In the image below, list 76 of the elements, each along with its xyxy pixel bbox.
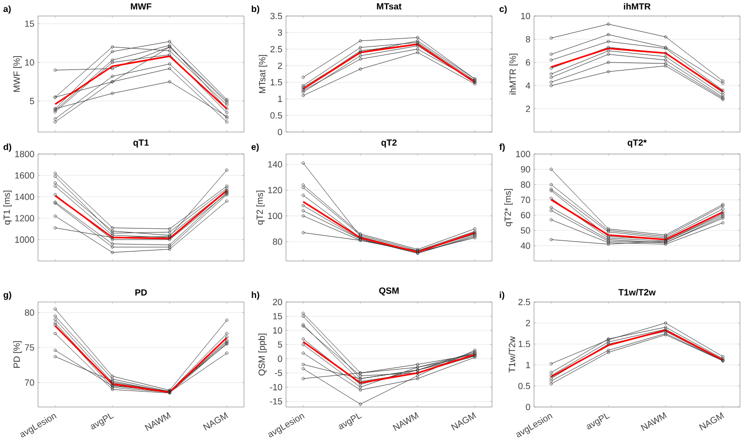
y-tick-label: 80 xyxy=(24,309,34,316)
y-tick-label: 1.5 xyxy=(270,79,282,86)
y-tick-label: 80 xyxy=(272,238,282,245)
y-tick-label: 1200 xyxy=(15,215,34,222)
y-tick-label: 50 xyxy=(520,227,530,234)
y-axis-title: qT1 [ms] xyxy=(3,190,12,225)
text: f) xyxy=(499,143,505,152)
y-tick-label: 1 xyxy=(278,96,282,102)
chart-title: QSM xyxy=(379,287,399,296)
y-tick-label: 70 xyxy=(520,196,530,204)
y-tick-label: 40 xyxy=(520,242,530,249)
y-tick-label: 2.5 xyxy=(270,46,282,52)
y-tick-label: 20 xyxy=(272,298,282,306)
y-tick-label: 1800 xyxy=(15,150,34,158)
y-axis-title: MTsat [%] xyxy=(258,54,268,93)
chart-title: qT1 xyxy=(133,139,149,148)
y-tick-label: 75 xyxy=(24,344,34,351)
y-tick-label: 70 xyxy=(24,379,34,386)
y-tick-label: 140 xyxy=(268,161,282,168)
text: b) xyxy=(252,5,260,14)
y-tick-label: 0.5 xyxy=(518,382,530,390)
chart-title: ihMTR xyxy=(624,2,651,10)
text: i) xyxy=(500,291,504,300)
y-axis-title: qT2 [ms] xyxy=(256,190,265,225)
y-tick-label: 100 xyxy=(268,212,282,220)
y-tick-label: 1.5 xyxy=(518,340,530,348)
y-tick-label: 3.5 xyxy=(270,12,282,20)
y-tick-label: 10 xyxy=(521,12,530,20)
text: e) xyxy=(252,143,259,152)
y-tick-label: 1400 xyxy=(15,194,34,200)
chart-title: PD xyxy=(135,289,147,296)
y-tick-label: 15 xyxy=(25,20,34,27)
chart-title: qT2* xyxy=(628,139,647,148)
y-tick-label: 10 xyxy=(25,59,34,66)
y-tick-label: 100 xyxy=(516,150,530,158)
y-tick-label: 8 xyxy=(526,36,530,42)
y-tick-label: 3 xyxy=(278,29,282,36)
y-axis-title: QSM [ppb] xyxy=(258,334,267,376)
y-tick-label: 2 xyxy=(526,320,530,326)
text: d) xyxy=(4,143,12,152)
text: c) xyxy=(500,5,507,14)
y-tick-label: -10 xyxy=(270,384,282,390)
y-tick-label: 2 xyxy=(278,62,282,69)
y-tick-label: -15 xyxy=(270,398,282,404)
text: h) xyxy=(252,291,260,300)
y-tick-label: 0 xyxy=(526,404,530,410)
y-tick-label: 60 xyxy=(520,212,530,218)
y-tick-label: 1600 xyxy=(15,172,34,179)
y-tick-label: 0.5 xyxy=(270,112,282,119)
y-tick-label: 5 xyxy=(278,341,282,348)
chart-title: MTsat xyxy=(376,3,402,10)
text: g) xyxy=(4,291,12,300)
y-axis-title: MWF [%] xyxy=(13,56,22,92)
y-axis-title: T1w/T2w xyxy=(508,336,516,372)
chart-title: T1w/T2w xyxy=(618,288,656,296)
y-axis-title: PD [%] xyxy=(13,341,22,368)
y-tick-label: -5 xyxy=(274,370,282,376)
chart-title: MWF xyxy=(130,3,152,10)
y-tick-label: 0 xyxy=(278,356,282,362)
y-tick-label: 80 xyxy=(520,181,530,188)
y-tick-label: 1000 xyxy=(15,236,34,243)
y-tick-label: 2.5 xyxy=(518,298,530,306)
y-tick-label: 5 xyxy=(30,98,34,104)
y-tick-label: 10 xyxy=(273,327,282,334)
chart-title: qT2 xyxy=(381,139,397,148)
y-tick-label: 2 xyxy=(526,106,530,112)
y-tick-label: 1 xyxy=(526,362,530,368)
y-tick-label: 120 xyxy=(268,186,282,194)
y-tick-label: 15 xyxy=(273,313,282,320)
y-axis-title: qT2* [ms] xyxy=(504,188,513,226)
y-tick-label: 0 xyxy=(278,128,282,136)
y-axis-title: ihMTR [%] xyxy=(509,54,518,94)
y-tick-label: 90 xyxy=(520,166,530,172)
y-tick-label: 4 xyxy=(526,82,530,89)
text: a) xyxy=(3,5,11,14)
y-tick-label: 6 xyxy=(526,59,530,66)
